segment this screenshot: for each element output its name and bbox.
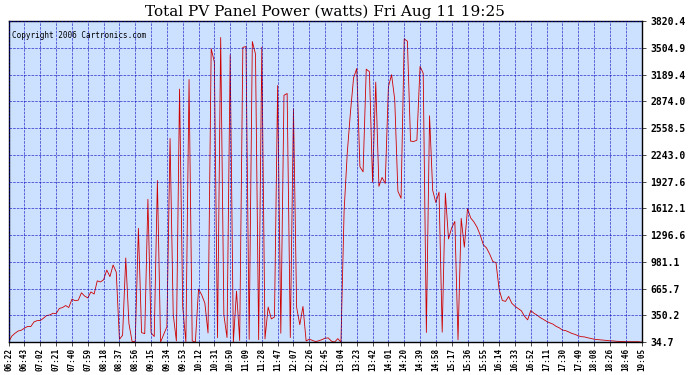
Title: Total PV Panel Power (watts) Fri Aug 11 19:25: Total PV Panel Power (watts) Fri Aug 11 … [145, 4, 505, 18]
Text: Copyright 2006 Cartronics.com: Copyright 2006 Cartronics.com [12, 31, 146, 40]
